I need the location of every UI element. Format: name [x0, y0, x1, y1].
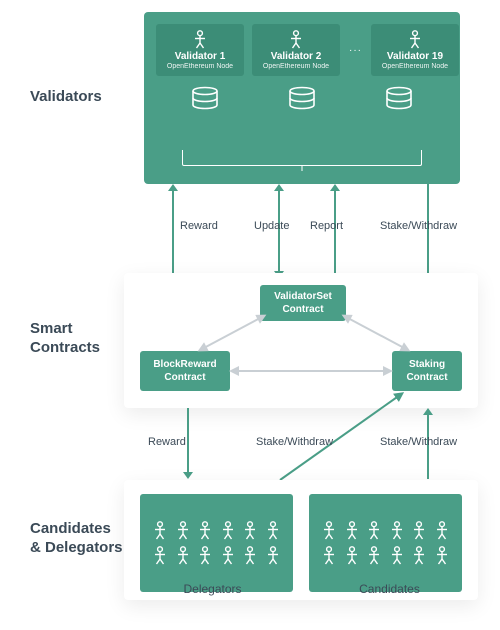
person-icon [242, 521, 258, 540]
people-row [146, 521, 287, 540]
validator-sub: OpenEthereum Node [167, 63, 233, 70]
person-icon [344, 521, 360, 540]
person-icon [411, 546, 427, 565]
sc-node-blockreward: BlockReward Contract [140, 351, 230, 391]
validators-panel: Validator 1 OpenEthereum Node Validator … [144, 12, 460, 184]
edge-label: Stake/Withdraw [256, 436, 333, 448]
edge-label: Reward [180, 220, 218, 232]
person-icon [175, 546, 191, 565]
person-icon [197, 521, 213, 540]
person-icon [152, 546, 168, 565]
person-icon [366, 546, 382, 565]
validator-sub: OpenEthereum Node [382, 63, 448, 70]
person-icon [366, 521, 382, 540]
edge-label: Stake/Withdraw [380, 436, 457, 448]
group-labels: Delegators Candidates [124, 582, 478, 596]
validator-box: Validator 19 OpenEthereum Node [371, 24, 459, 76]
edge-label: Stake/Withdraw [380, 220, 457, 232]
people-row [315, 521, 456, 540]
person-icon [220, 546, 236, 565]
edge-label: Update [254, 220, 289, 232]
validators-db-row [156, 86, 448, 112]
database-icon [385, 86, 413, 112]
delegators-label: Delegators [124, 582, 301, 596]
candidates-label: Candidates [301, 582, 478, 596]
person-icon [242, 546, 258, 565]
validators-bracket [182, 150, 422, 166]
person-icon [321, 546, 337, 565]
ellipsis: ··· [348, 45, 363, 56]
person-icon [197, 546, 213, 565]
validators-row: Validator 1 OpenEthereum Node Validator … [156, 24, 448, 76]
section-label-validators: Validators [30, 88, 102, 107]
person-icon [434, 546, 450, 565]
person-icon [265, 546, 281, 565]
smart-contracts-panel: ValidatorSet Contract BlockReward Contra… [124, 273, 478, 408]
edge-report [330, 184, 340, 283]
person-icon [265, 521, 281, 540]
validator-title: Validator 1 [175, 51, 226, 62]
person-icon [192, 30, 208, 49]
edge-label: Report [310, 220, 343, 232]
people-row [315, 546, 456, 565]
validator-sub: OpenEthereum Node [263, 63, 329, 70]
person-icon [152, 521, 168, 540]
validator-box: Validator 1 OpenEthereum Node [156, 24, 244, 76]
person-icon [175, 521, 191, 540]
database-icon [191, 86, 219, 112]
section-label-smart-contracts: Smart Contracts [30, 320, 100, 358]
person-icon [344, 546, 360, 565]
delegators-box [140, 494, 293, 592]
person-icon [321, 521, 337, 540]
person-icon [407, 30, 423, 49]
person-icon [389, 521, 405, 540]
person-icon [220, 521, 236, 540]
validator-title: Validator 19 [387, 51, 443, 62]
people-row [146, 546, 287, 565]
person-icon [288, 30, 304, 49]
edge-label: Reward [148, 436, 186, 448]
section-label-candidates: Candidates & Delegators [30, 520, 123, 558]
database-icon [288, 86, 316, 112]
validator-box: Validator 2 OpenEthereum Node [252, 24, 340, 76]
sc-node-staking: Staking Contract [392, 351, 462, 391]
person-icon [434, 521, 450, 540]
person-icon [389, 546, 405, 565]
candidates-box [309, 494, 462, 592]
validator-title: Validator 2 [271, 51, 322, 62]
sc-node-validatorset: ValidatorSet Contract [260, 285, 346, 321]
person-icon [411, 521, 427, 540]
